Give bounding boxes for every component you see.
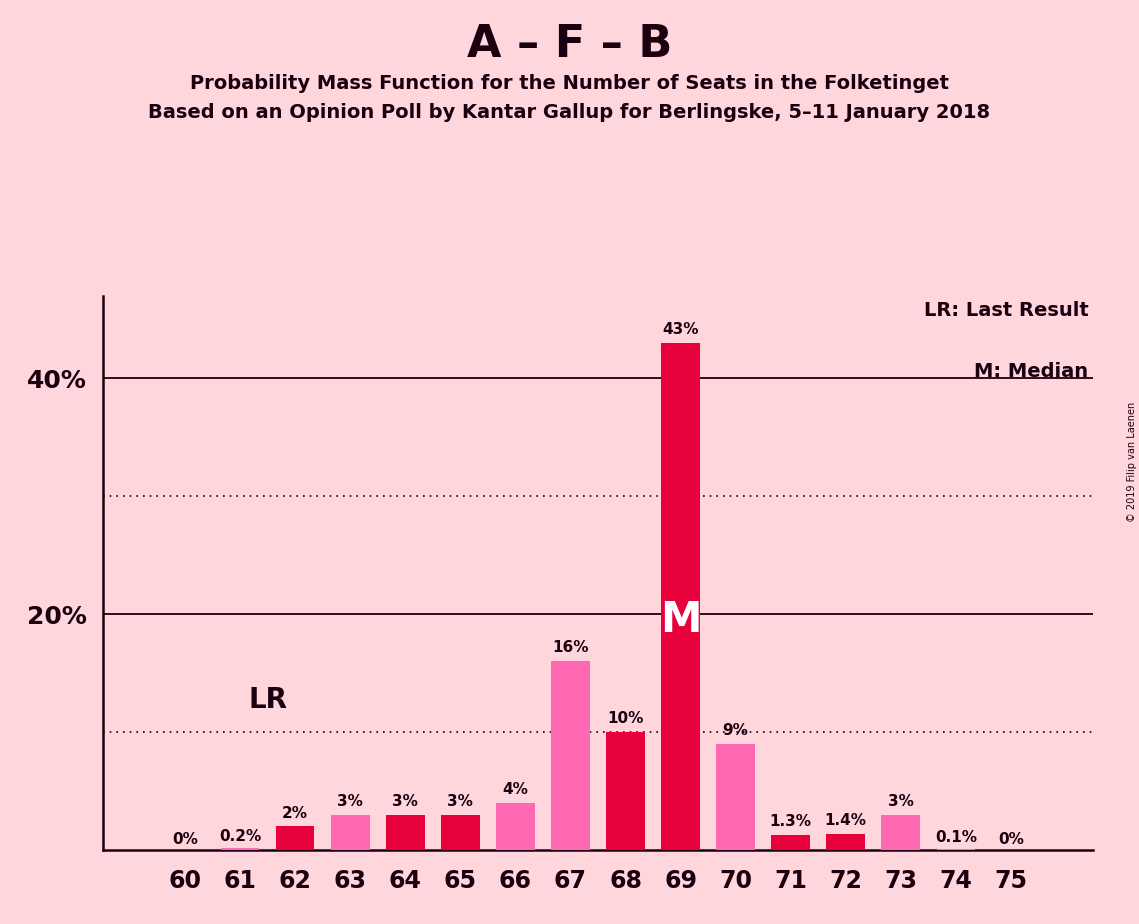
Bar <box>936 849 975 850</box>
Text: 2%: 2% <box>282 806 309 821</box>
Text: 0.1%: 0.1% <box>935 831 977 845</box>
Text: 0.2%: 0.2% <box>219 829 261 845</box>
Text: M: Median: M: Median <box>974 362 1089 382</box>
Bar <box>221 847 260 850</box>
Text: Based on an Opinion Poll by Kantar Gallup for Berlingske, 5–11 January 2018: Based on an Opinion Poll by Kantar Gallu… <box>148 103 991 123</box>
Bar <box>662 343 699 850</box>
Text: 9%: 9% <box>722 723 748 738</box>
Text: 1.3%: 1.3% <box>770 814 812 829</box>
Bar <box>441 815 480 850</box>
Text: 43%: 43% <box>662 322 699 337</box>
Text: 10%: 10% <box>607 711 644 726</box>
Text: 3%: 3% <box>448 794 474 808</box>
Text: 3%: 3% <box>887 794 913 808</box>
Bar <box>882 815 920 850</box>
Text: Probability Mass Function for the Number of Seats in the Folketinget: Probability Mass Function for the Number… <box>190 74 949 93</box>
Text: 16%: 16% <box>552 640 589 655</box>
Text: 1.4%: 1.4% <box>825 813 867 828</box>
Bar <box>386 815 425 850</box>
Text: M: M <box>659 599 702 641</box>
Text: 0%: 0% <box>998 832 1024 846</box>
Text: 4%: 4% <box>502 782 528 797</box>
Bar <box>276 826 314 850</box>
Bar <box>606 732 645 850</box>
Text: 3%: 3% <box>337 794 363 808</box>
Text: LR: Last Result: LR: Last Result <box>924 301 1089 321</box>
Text: © 2019 Filip van Laenen: © 2019 Filip van Laenen <box>1126 402 1137 522</box>
Bar <box>331 815 369 850</box>
Text: 3%: 3% <box>392 794 418 808</box>
Text: LR: LR <box>248 687 287 714</box>
Bar <box>771 834 810 850</box>
Bar <box>716 744 755 850</box>
Bar <box>497 803 534 850</box>
Bar <box>551 662 590 850</box>
Text: A – F – B: A – F – B <box>467 23 672 67</box>
Bar <box>827 833 865 850</box>
Text: 0%: 0% <box>172 832 198 846</box>
